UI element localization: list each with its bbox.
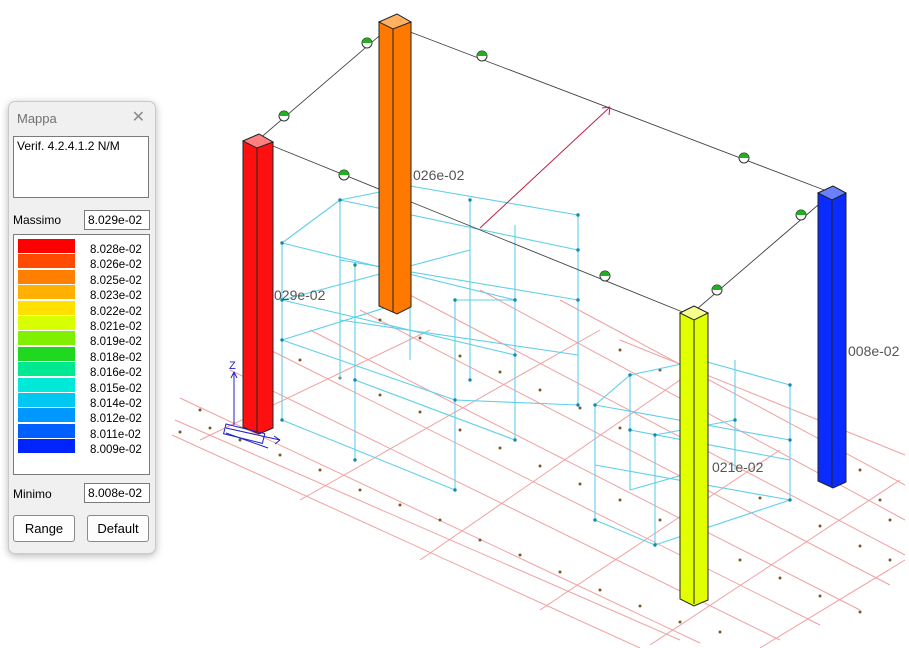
legend-label: 8.028e-02: [90, 244, 142, 256]
verification-field[interactable]: Verif. 4.2.4.1.2 N/M: [13, 136, 149, 198]
legend-label: 8.019e-02: [90, 336, 142, 349]
legend-swatch: [18, 254, 75, 269]
legend-swatch: [18, 285, 75, 300]
legend-label: 8.015e-02: [90, 382, 142, 395]
legend-swatch: [18, 316, 75, 330]
column-label-orange: 026e-02: [413, 167, 465, 183]
min-label: Minimo: [13, 487, 52, 501]
foundation-nodes: [178, 318, 892, 634]
legend-swatch: [18, 439, 75, 454]
close-icon[interactable]: ✕: [131, 109, 145, 126]
legend-label: 8.011e-02: [90, 428, 141, 441]
color-map-panel[interactable]: Mappa ✕ Verif. 4.2.4.1.2 N/M Massimo 8.0…: [8, 101, 156, 554]
min-value-field[interactable]: 8.008e-02: [84, 483, 150, 503]
panel-title: Mappa: [17, 111, 57, 126]
top-frame: [257, 24, 833, 316]
range-button[interactable]: Range: [13, 515, 75, 542]
legend-swatch: [18, 239, 75, 253]
legend-swatch: [18, 377, 75, 392]
legend-label: 8.009e-02: [90, 444, 142, 457]
legend-label: 8.014e-02: [90, 398, 142, 410]
legend-label: 8.026e-02: [90, 259, 142, 272]
load-vector: [479, 106, 611, 229]
color-legend: 8.028e-02 8.026e-02 8.025e-02 8.023e-02 8.02…: [13, 234, 150, 475]
column-label-yellow: 021e-02: [712, 459, 764, 475]
legend-label: 8.022e-02: [90, 305, 142, 318]
legend-label: 8.025e-02: [90, 274, 142, 287]
max-label: Massimo: [13, 213, 62, 227]
axis-triad: [222, 371, 281, 449]
legend-swatch: [18, 423, 75, 438]
legend-label: 8.023e-02: [90, 290, 142, 303]
legend-swatch: [18, 331, 75, 346]
legend-label: 8.021e-02: [90, 321, 142, 333]
legend-swatch: [18, 393, 75, 407]
column-label-blue: 008e-02: [848, 343, 900, 359]
column-label-red: 029e-02: [274, 287, 326, 303]
default-button[interactable]: Default: [87, 515, 149, 542]
legend-swatch: [18, 362, 75, 377]
legend-label: 8.018e-02: [90, 351, 142, 364]
legend-swatch: [18, 269, 75, 284]
column-red[interactable]: [241, 133, 275, 435]
legend-swatch: [18, 300, 75, 315]
beam-markers: [278, 37, 807, 296]
column-yellow[interactable]: [678, 305, 710, 607]
axis-z-label: Z: [229, 360, 236, 372]
legend-swatch: [18, 408, 75, 423]
column-orange[interactable]: [377, 13, 413, 315]
legend-label: 8.012e-02: [90, 413, 142, 426]
legend-swatch: [18, 346, 75, 361]
legend-label: 8.016e-02: [90, 367, 142, 380]
column-blue[interactable]: [816, 185, 848, 489]
max-value-field[interactable]: 8.029e-02: [84, 210, 150, 230]
foundation-grid: [171, 289, 906, 648]
